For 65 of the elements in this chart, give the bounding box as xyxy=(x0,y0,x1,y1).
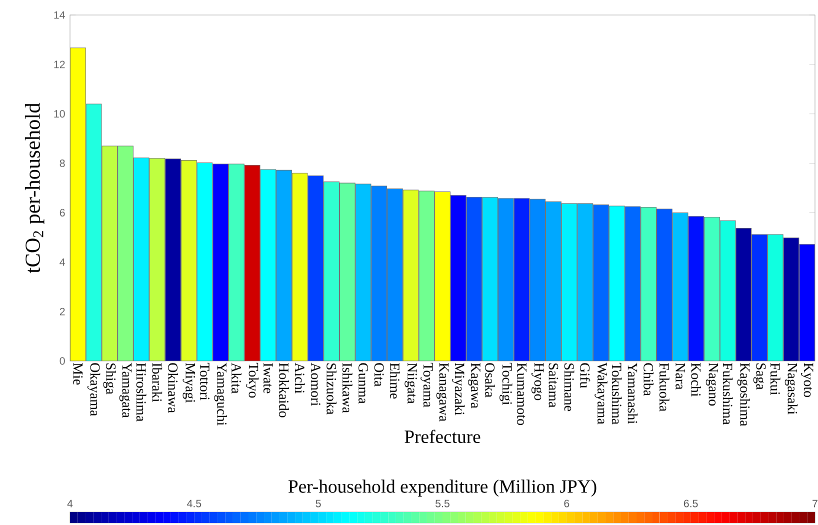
x-tick-label: Tokyo xyxy=(246,362,259,398)
x-tick-label: Tottori xyxy=(200,362,210,400)
x-tick-label: Aomori xyxy=(310,362,320,406)
x-tick-label: Saitama xyxy=(548,364,558,408)
y-tick-label: 12 xyxy=(54,60,65,68)
x-tick-label: Wakayama xyxy=(594,362,608,424)
x-tick-label: Shimane xyxy=(564,364,574,412)
x-tick-label: Iwate xyxy=(263,363,273,394)
x-tick-label: Oita xyxy=(374,363,384,386)
x-tick-label: Chiba xyxy=(644,363,654,396)
x-tick-label: Yamanashi xyxy=(628,362,638,424)
color-bar-label: 4.5 xyxy=(187,500,202,508)
x-tick-label: Fukui xyxy=(770,362,780,395)
x-tick-label: Ibaraki xyxy=(152,363,162,402)
x-tick-label: Osaka xyxy=(485,363,495,398)
x-tick-label: Kanagawa xyxy=(436,362,449,422)
x-tick-label: Shizuoka xyxy=(326,364,336,414)
x-tick-label: Hiroshima xyxy=(136,362,146,422)
color-bar-label: 6.5 xyxy=(684,500,698,508)
x-tick-label: Mie xyxy=(73,362,83,385)
y-tick-label: 14 xyxy=(54,11,65,19)
x-tick-label: Kyoto xyxy=(800,362,814,398)
y-tick-label: 8 xyxy=(60,160,65,168)
x-tick-label: Gifu xyxy=(580,363,590,388)
x-tick-label: Fukuoka xyxy=(659,362,670,412)
color-bar-label: 5 xyxy=(316,500,321,508)
x-tick-label: Akita xyxy=(232,362,242,394)
color-bar-title: Per-household expenditure (Million JPY) xyxy=(288,480,596,497)
x-tick-label: Toyama xyxy=(420,362,433,408)
x-tick-label: Fukushima xyxy=(722,362,733,425)
x-tick-label: Yamagata xyxy=(119,362,132,418)
x-tick-label: Hyogo xyxy=(532,362,544,400)
x-tick-label: Ishikawa xyxy=(342,363,352,413)
x-tick-label: Okayama xyxy=(87,363,100,416)
color-bar-label: 5.5 xyxy=(436,500,450,508)
y-tick-label: 4 xyxy=(60,258,65,266)
color-bar-label: 6 xyxy=(564,500,570,508)
y-tick-label: 0 xyxy=(60,357,65,365)
x-tick-label: Kagawa xyxy=(468,362,480,408)
x-tick-label: Nagano xyxy=(706,362,718,406)
x-tick-label: Tokushima xyxy=(612,362,622,424)
x-tick-label: Tochigi xyxy=(500,362,512,405)
x-tick-label: Kochi xyxy=(691,362,702,397)
x-tick-label: Saga xyxy=(753,364,766,390)
y-axis-title: tCO$_{2}$ per-household xyxy=(24,102,44,274)
x-tick-label: Miyagi xyxy=(182,362,196,403)
x-tick-label: Hokkaido xyxy=(279,362,289,418)
x-tick-label: Kumamoto xyxy=(517,362,526,426)
y-tick-label: 2 xyxy=(60,308,65,316)
x-tick-label: Ehime xyxy=(390,362,400,399)
x-tick-label: Gunma xyxy=(358,363,368,404)
color-bar-label: 4 xyxy=(67,500,73,508)
x-tick-label: Niigata xyxy=(404,362,417,404)
x-tick-label: Yamaguchi xyxy=(214,362,227,426)
x-tick-label: Okinawa xyxy=(168,363,178,413)
x-tick-label: Nara xyxy=(676,362,685,390)
x-tick-label: Kagoshima xyxy=(737,362,750,426)
color-bar-label: 7 xyxy=(812,500,818,508)
x-axis-title: Prefecture xyxy=(404,430,480,444)
x-tick-label: Miyazaki xyxy=(452,362,465,416)
x-tick-label: Aichi xyxy=(294,362,305,394)
y-tick-label: 6 xyxy=(60,208,65,216)
x-tick-label: Shiga xyxy=(103,364,116,394)
x-tick-label: Nagasaki xyxy=(784,362,798,414)
y-tick-label: 10 xyxy=(54,110,65,118)
